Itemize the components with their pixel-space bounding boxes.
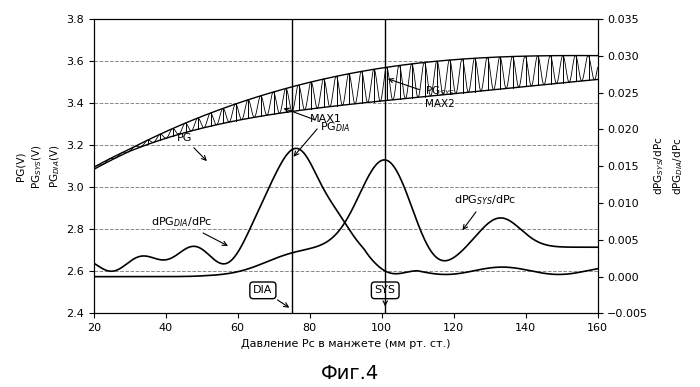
Text: dPG$_{DIA}$/dPc: dPG$_{DIA}$/dPc [151,215,227,245]
Text: Фиг.4: Фиг.4 [321,364,379,383]
Y-axis label: PG(V)
PG$_{SYS}$(V)
PG$_{DIA}$(V): PG(V) PG$_{SYS}$(V) PG$_{DIA}$(V) [15,144,62,188]
Text: dPG$_{SYS}$/dPc: dPG$_{SYS}$/dPc [454,193,516,229]
Text: PG$_{DIA}$: PG$_{DIA}$ [285,108,351,134]
Text: SYS: SYS [374,285,395,305]
X-axis label: Давление Рс в манжете (мм рт. ст.): Давление Рс в манжете (мм рт. ст.) [241,339,450,349]
Text: MAX1: MAX1 [294,114,342,156]
Text: DIA: DIA [253,285,288,307]
Text: PG$_{SYS}$
MAX2: PG$_{SYS}$ MAX2 [389,79,454,110]
Y-axis label: dPG$_{SYS}$/dPc
dPG$_{DIA}$/dPc: dPG$_{SYS}$/dPc dPG$_{DIA}$/dPc [652,137,685,195]
Text: PG: PG [176,133,206,160]
